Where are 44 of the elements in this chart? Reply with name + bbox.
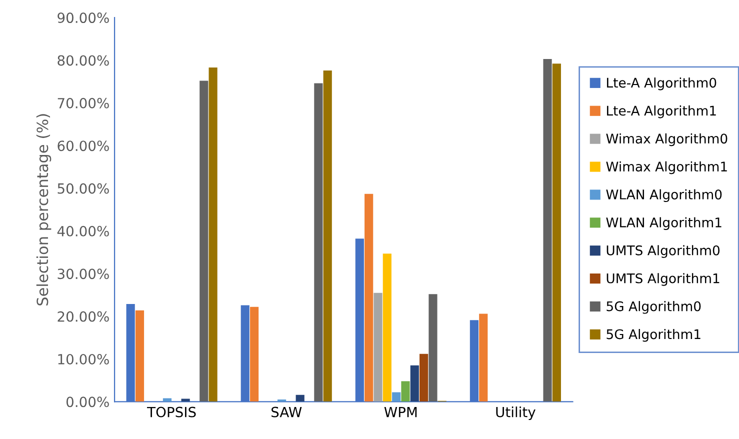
legend-label: 5G Algorithm0 — [606, 301, 701, 314]
bar — [250, 306, 259, 402]
y-tick-label: 20.00% — [58, 311, 109, 322]
bar — [135, 310, 144, 402]
x-tick-label: WPM — [384, 406, 417, 418]
bar — [552, 64, 561, 402]
bar — [420, 354, 428, 402]
bar — [479, 314, 488, 402]
bar — [428, 294, 438, 402]
y-tick-label: 70.00% — [58, 98, 109, 108]
bar — [323, 70, 332, 402]
y-tick-label: 90.00% — [58, 12, 109, 24]
legend-label: UMTS Algorithm1 — [606, 273, 720, 286]
bar — [296, 394, 304, 402]
legend-label: Lte-A Algorithm0 — [607, 77, 716, 90]
x-tick-label: TOPSIS — [147, 406, 196, 418]
bar — [374, 292, 382, 402]
bar — [314, 83, 323, 402]
legend-label: 5G Algorithm1 — [606, 328, 700, 342]
y-axis-title: Selection percentage (%) — [36, 114, 52, 306]
bar — [392, 392, 401, 402]
y-tick-label: 80.00% — [58, 55, 109, 66]
y-tick-label: 30.00% — [58, 268, 109, 280]
bar — [200, 80, 208, 402]
y-tick-label: 60.00% — [58, 140, 109, 152]
bar — [181, 398, 190, 402]
legend-label: Wimax Algorithm0 — [606, 133, 728, 146]
y-tick-label: 40.00% — [57, 226, 109, 236]
y-tick-label: 50.00% — [58, 183, 109, 194]
legend-label: Wimax Algorithm1 — [606, 161, 727, 174]
bar — [382, 254, 392, 402]
bar — [401, 381, 410, 402]
legend-label: Lte-A Algorithm1 — [607, 105, 716, 118]
legend-label: WLAN Algorithm1 — [606, 217, 722, 230]
x-tick-label: SAW — [272, 406, 302, 418]
bar — [364, 194, 374, 402]
x-tick-label: Utility — [496, 406, 536, 420]
bar — [208, 67, 218, 402]
y-tick-label: 10.00% — [58, 354, 109, 364]
legend-label: WLAN Algorithm0 — [606, 189, 722, 202]
bar — [410, 365, 419, 402]
legend-label: UMTS Algorithm0 — [606, 245, 720, 258]
bar — [543, 58, 552, 402]
y-tick-label: 0.00% — [66, 396, 109, 408]
